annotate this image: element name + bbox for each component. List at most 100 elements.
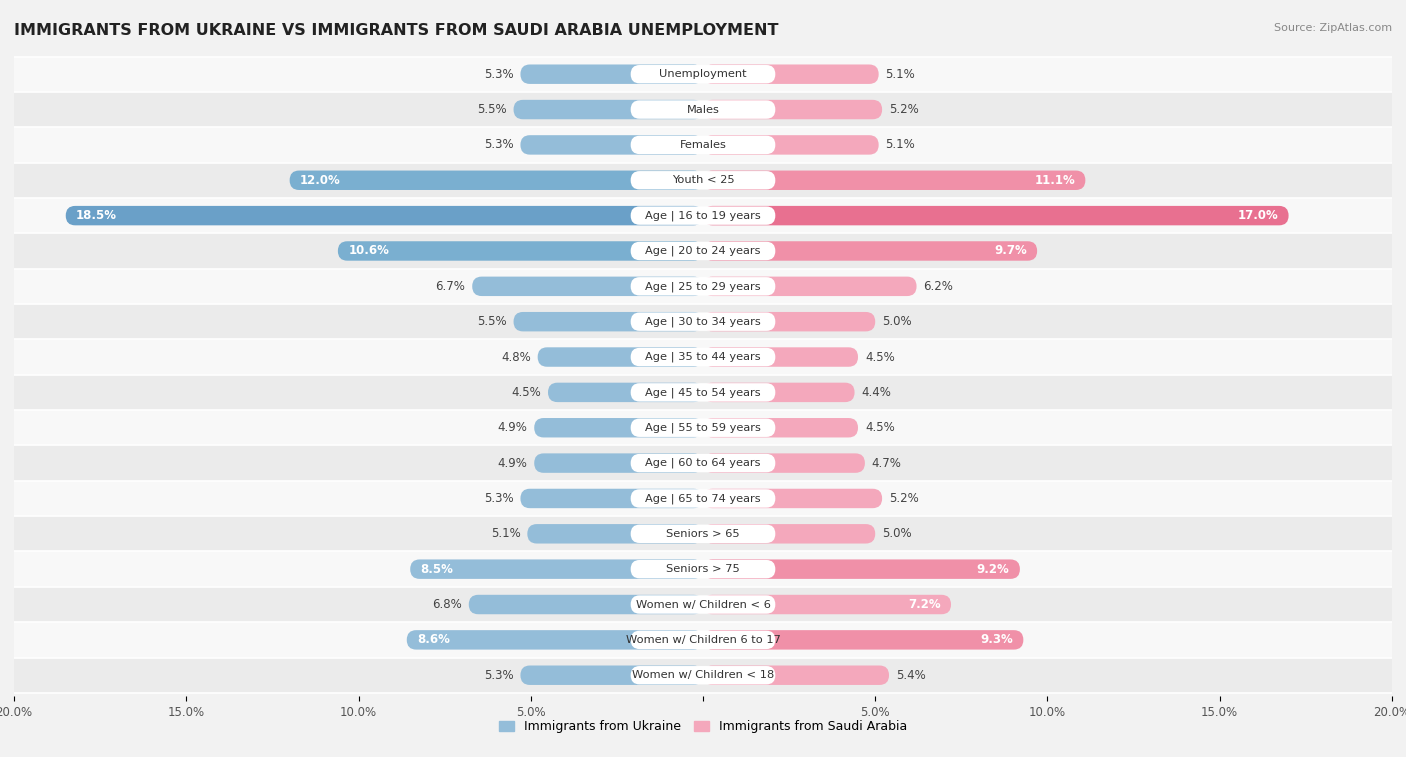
FancyBboxPatch shape xyxy=(631,631,775,649)
Text: 7.2%: 7.2% xyxy=(908,598,941,611)
Text: IMMIGRANTS FROM UKRAINE VS IMMIGRANTS FROM SAUDI ARABIA UNEMPLOYMENT: IMMIGRANTS FROM UKRAINE VS IMMIGRANTS FR… xyxy=(14,23,779,38)
Text: Females: Females xyxy=(679,140,727,150)
FancyBboxPatch shape xyxy=(631,666,775,684)
FancyBboxPatch shape xyxy=(631,489,775,508)
FancyBboxPatch shape xyxy=(703,665,889,685)
FancyBboxPatch shape xyxy=(527,524,703,544)
Text: 5.0%: 5.0% xyxy=(882,528,911,540)
Text: Age | 30 to 34 years: Age | 30 to 34 years xyxy=(645,316,761,327)
Text: 9.7%: 9.7% xyxy=(994,245,1026,257)
Text: 4.5%: 4.5% xyxy=(865,421,894,435)
Text: Youth < 25: Youth < 25 xyxy=(672,176,734,185)
Text: 8.6%: 8.6% xyxy=(418,634,450,646)
FancyBboxPatch shape xyxy=(703,170,1085,190)
FancyBboxPatch shape xyxy=(703,559,1019,579)
FancyBboxPatch shape xyxy=(703,206,1289,226)
Text: Age | 65 to 74 years: Age | 65 to 74 years xyxy=(645,494,761,503)
Text: 4.9%: 4.9% xyxy=(498,421,527,435)
Bar xyxy=(14,375,1392,410)
FancyBboxPatch shape xyxy=(534,418,703,438)
FancyBboxPatch shape xyxy=(631,241,775,260)
Text: Source: ZipAtlas.com: Source: ZipAtlas.com xyxy=(1274,23,1392,33)
Text: Age | 35 to 44 years: Age | 35 to 44 years xyxy=(645,352,761,363)
Bar xyxy=(14,163,1392,198)
Text: 5.0%: 5.0% xyxy=(882,315,911,329)
Text: Women w/ Children < 6: Women w/ Children < 6 xyxy=(636,600,770,609)
FancyBboxPatch shape xyxy=(631,348,775,366)
Text: Age | 20 to 24 years: Age | 20 to 24 years xyxy=(645,246,761,256)
FancyBboxPatch shape xyxy=(631,101,775,119)
FancyBboxPatch shape xyxy=(406,630,703,650)
Bar xyxy=(14,622,1392,658)
Text: 4.7%: 4.7% xyxy=(872,456,901,469)
Text: 5.3%: 5.3% xyxy=(484,67,513,81)
Bar xyxy=(14,410,1392,445)
FancyBboxPatch shape xyxy=(703,347,858,366)
Text: Seniors > 75: Seniors > 75 xyxy=(666,564,740,574)
FancyBboxPatch shape xyxy=(631,454,775,472)
FancyBboxPatch shape xyxy=(631,313,775,331)
FancyBboxPatch shape xyxy=(631,560,775,578)
Text: 5.2%: 5.2% xyxy=(889,103,918,116)
Text: 18.5%: 18.5% xyxy=(76,209,117,222)
FancyBboxPatch shape xyxy=(631,171,775,189)
Text: 8.5%: 8.5% xyxy=(420,562,453,575)
FancyBboxPatch shape xyxy=(703,276,917,296)
FancyBboxPatch shape xyxy=(411,559,703,579)
FancyBboxPatch shape xyxy=(472,276,703,296)
Text: 4.5%: 4.5% xyxy=(512,386,541,399)
Text: 6.2%: 6.2% xyxy=(924,280,953,293)
Text: 4.9%: 4.9% xyxy=(498,456,527,469)
Bar xyxy=(14,552,1392,587)
Bar xyxy=(14,198,1392,233)
Text: Age | 16 to 19 years: Age | 16 to 19 years xyxy=(645,210,761,221)
FancyBboxPatch shape xyxy=(631,65,775,83)
Text: Women w/ Children < 18: Women w/ Children < 18 xyxy=(631,670,775,681)
FancyBboxPatch shape xyxy=(520,665,703,685)
Text: 9.2%: 9.2% xyxy=(977,562,1010,575)
Text: 5.1%: 5.1% xyxy=(491,528,520,540)
FancyBboxPatch shape xyxy=(537,347,703,366)
FancyBboxPatch shape xyxy=(631,136,775,154)
Bar xyxy=(14,658,1392,693)
Text: 11.1%: 11.1% xyxy=(1035,174,1076,187)
Text: 5.4%: 5.4% xyxy=(896,668,925,682)
Text: 4.8%: 4.8% xyxy=(501,350,531,363)
Bar xyxy=(14,304,1392,339)
FancyBboxPatch shape xyxy=(703,383,855,402)
Text: 5.1%: 5.1% xyxy=(886,67,915,81)
FancyBboxPatch shape xyxy=(337,241,703,260)
Text: 4.4%: 4.4% xyxy=(862,386,891,399)
FancyBboxPatch shape xyxy=(631,595,775,614)
FancyBboxPatch shape xyxy=(513,100,703,120)
Bar xyxy=(14,269,1392,304)
FancyBboxPatch shape xyxy=(66,206,703,226)
FancyBboxPatch shape xyxy=(703,136,879,154)
FancyBboxPatch shape xyxy=(513,312,703,332)
FancyBboxPatch shape xyxy=(631,383,775,401)
Bar xyxy=(14,127,1392,163)
Text: 6.7%: 6.7% xyxy=(436,280,465,293)
Bar xyxy=(14,339,1392,375)
FancyBboxPatch shape xyxy=(703,241,1038,260)
FancyBboxPatch shape xyxy=(520,64,703,84)
Text: 5.3%: 5.3% xyxy=(484,668,513,682)
Text: 5.5%: 5.5% xyxy=(477,103,506,116)
Text: Seniors > 65: Seniors > 65 xyxy=(666,529,740,539)
FancyBboxPatch shape xyxy=(631,525,775,543)
FancyBboxPatch shape xyxy=(631,207,775,225)
FancyBboxPatch shape xyxy=(703,630,1024,650)
Text: Unemployment: Unemployment xyxy=(659,69,747,79)
Text: 5.3%: 5.3% xyxy=(484,139,513,151)
Text: Males: Males xyxy=(686,104,720,114)
Text: 5.5%: 5.5% xyxy=(477,315,506,329)
FancyBboxPatch shape xyxy=(703,489,882,508)
Text: 6.8%: 6.8% xyxy=(432,598,461,611)
FancyBboxPatch shape xyxy=(703,418,858,438)
Text: 5.1%: 5.1% xyxy=(886,139,915,151)
FancyBboxPatch shape xyxy=(520,136,703,154)
Text: 4.5%: 4.5% xyxy=(865,350,894,363)
FancyBboxPatch shape xyxy=(520,489,703,508)
Text: 17.0%: 17.0% xyxy=(1237,209,1278,222)
FancyBboxPatch shape xyxy=(703,64,879,84)
